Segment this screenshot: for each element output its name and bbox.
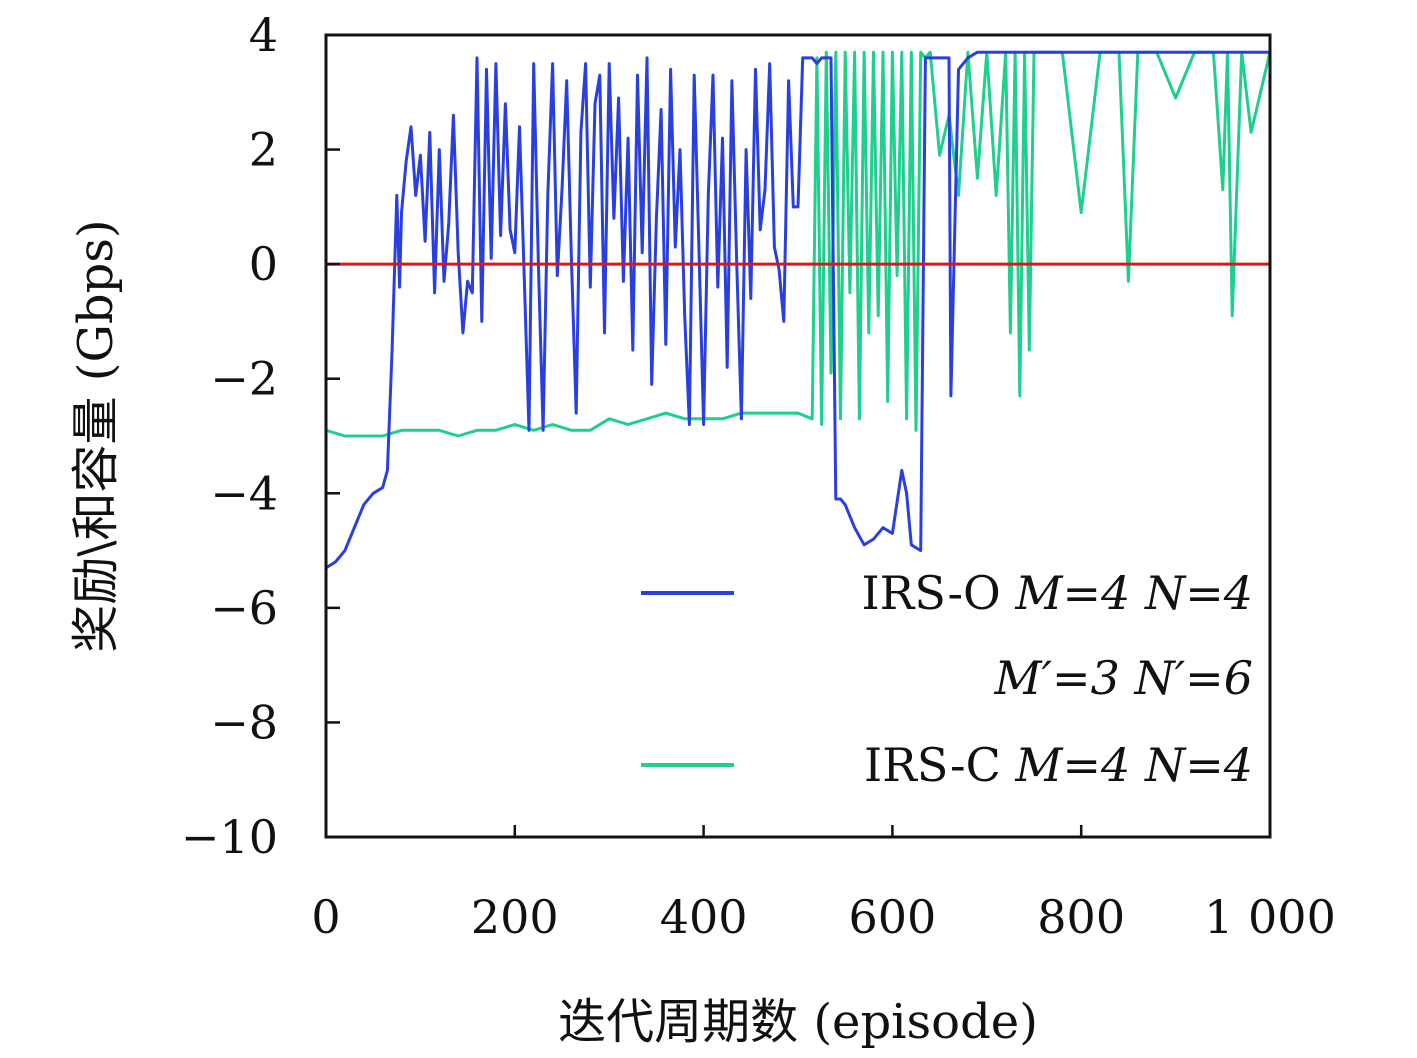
y-tick-label: −6 [210,581,278,635]
legend: IRS-O M=4 N=4 M′=3 N′=6 IRS-C M=4 N=4 [641,566,1253,792]
x-axis-title: 迭代周期数 (episode) [558,994,1038,1050]
x-tick-label: 1 000 [1204,890,1336,944]
x-tick-label: 0 [311,890,340,944]
series-line-0 [326,50,1270,570]
y-tick-label: 0 [249,237,278,291]
y-tick-label: −4 [210,466,278,520]
series-line-1 [326,50,1270,438]
x-tick-label: 200 [471,890,559,944]
legend-label: IRS-O M=4 N=4 [862,566,1253,620]
y-tick-label: −8 [210,695,278,749]
x-ticks: 0 200 400 600 800 1 000 [311,825,1336,944]
x-tick-label: 600 [848,890,936,944]
y-axis-title: 奖励\和容量 (Gbps) [68,219,124,652]
y-tick-label: 2 [249,123,278,177]
plot-clip-group [326,50,1270,570]
y-tick-label: −2 [210,352,278,406]
x-tick-label: 400 [660,890,748,944]
legend-label: M′=3 N′=6 [994,651,1253,705]
legend-label: IRS-C M=4 N=4 [864,738,1253,792]
plot-frame [324,33,1272,839]
y-tick-label: 4 [249,8,278,62]
y-tick-label: −10 [181,810,278,864]
y-ticks: 4 2 0 −2 −4 −6 −8 −10 [181,8,340,864]
x-tick-label: 800 [1037,890,1125,944]
